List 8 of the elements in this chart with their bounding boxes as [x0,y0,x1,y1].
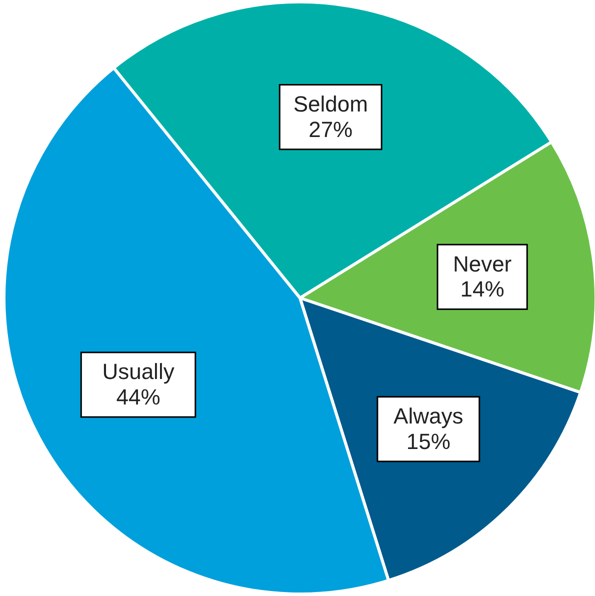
data-label: 15% [406,428,450,454]
slice-label: Seldom [293,92,368,117]
slice-label: Always [394,404,464,429]
slice-label: Never [452,251,512,276]
data-label: 44% [116,384,160,410]
data-label: 14% [460,276,504,302]
data-label: 27% [308,116,353,142]
slice-label: Usually [102,359,174,384]
